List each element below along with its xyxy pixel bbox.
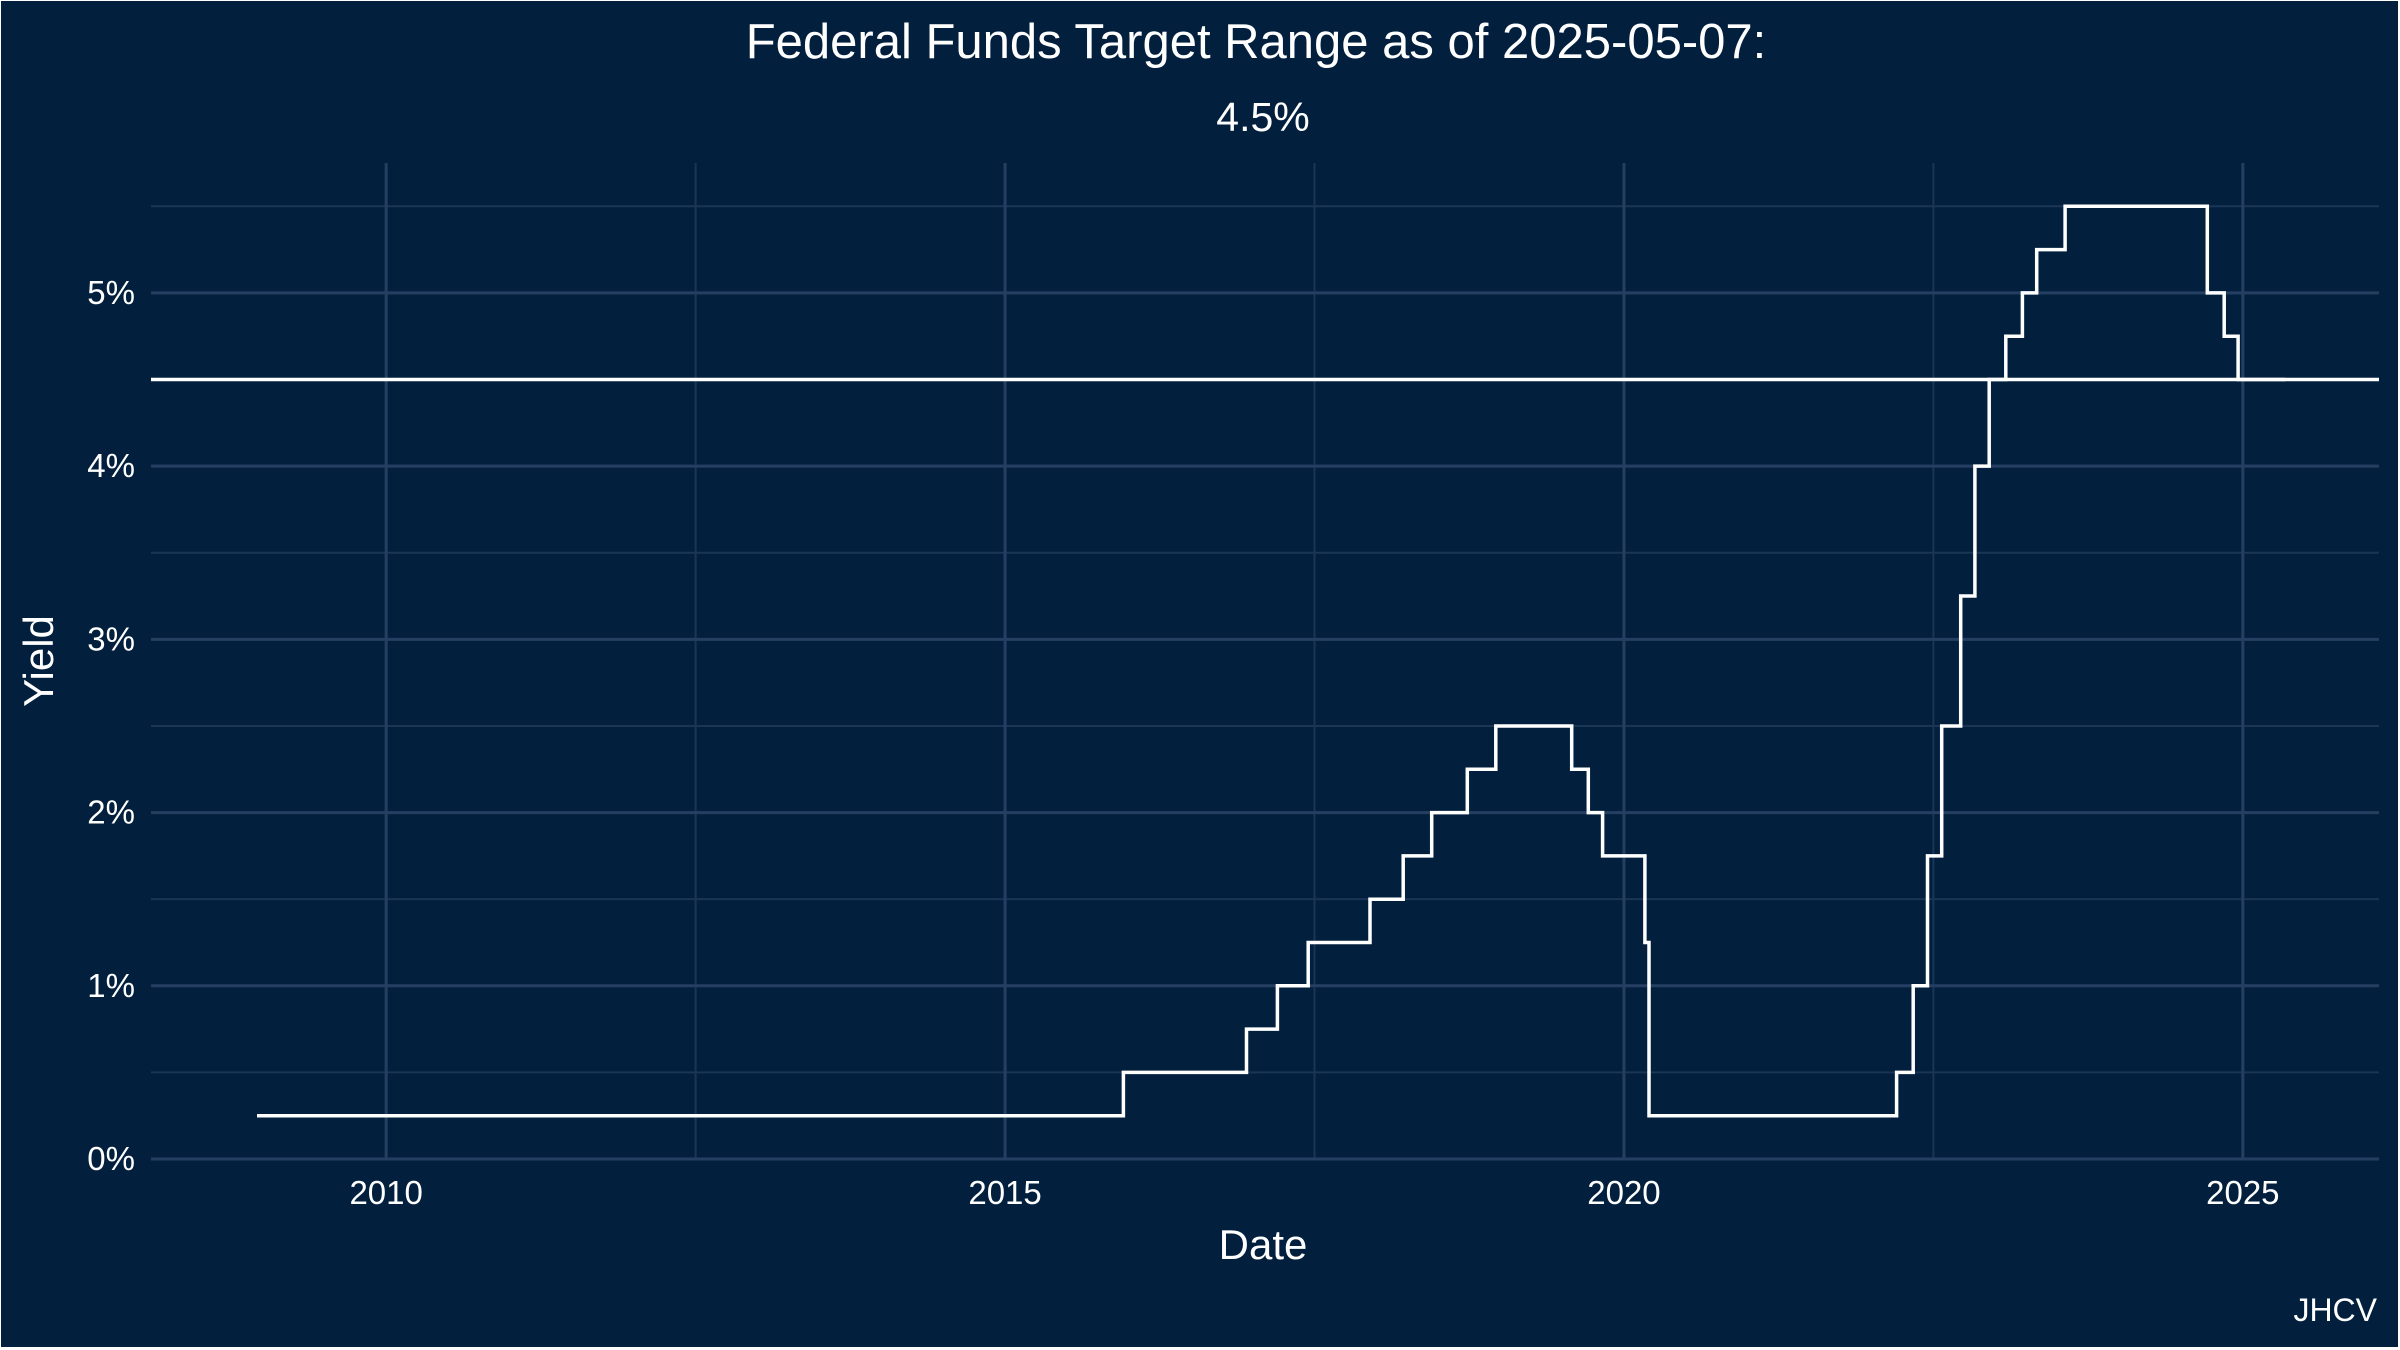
rate-step-line: [257, 204, 2286, 1118]
y-tick-label: 4%: [87, 447, 135, 484]
x-axis-title: Date: [1219, 1221, 1308, 1268]
series-layer: [257, 204, 2286, 1118]
chart-subtitle: 4.5%: [1216, 94, 1309, 140]
y-tick-label: 0%: [87, 1140, 135, 1177]
y-axis-title: Yield: [15, 615, 62, 707]
x-tick-label: 2010: [349, 1174, 422, 1211]
y-tick-label: 5%: [87, 274, 135, 311]
y-tick-label: 3%: [87, 620, 135, 657]
x-tick-label: 2015: [968, 1174, 1041, 1211]
x-tick-label: 2020: [1587, 1174, 1660, 1211]
grid-layer: [151, 163, 2379, 1161]
x-tick-label: 2025: [2206, 1174, 2279, 1211]
y-tick-label: 1%: [87, 967, 135, 1004]
tick-label-layer: 0% 1% 2% 3% 4% 5% 2010 2015 2020 2025: [87, 274, 2279, 1211]
chart-title: Federal Funds Target Range as of 2025-05…: [746, 15, 1767, 69]
caption: JHCV: [2293, 1292, 2377, 1328]
y-tick-label: 2%: [87, 794, 135, 831]
